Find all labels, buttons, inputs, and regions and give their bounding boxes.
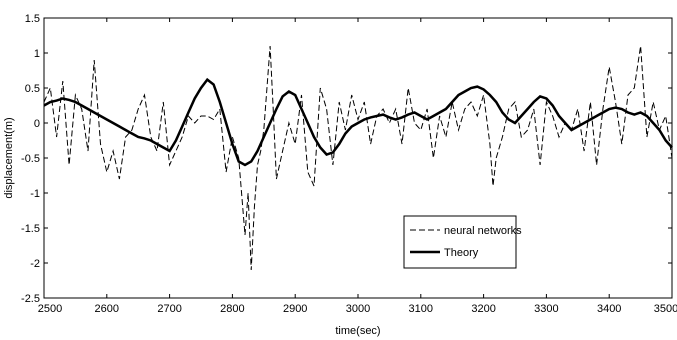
y-tick-label: 1.5 — [25, 13, 40, 25]
y-tick-label: -1 — [30, 188, 40, 200]
x-tick-label: 2800 — [220, 303, 244, 315]
x-axis-label: time(sec) — [335, 325, 380, 337]
x-tick-label: 3000 — [346, 303, 370, 315]
x-tick-label: 3100 — [409, 303, 433, 315]
x-tick-label: 2900 — [283, 303, 307, 315]
y-tick-label: -2.5 — [21, 293, 40, 305]
x-tick-label: 2500 — [38, 303, 62, 315]
x-tick-label: 3200 — [471, 303, 495, 315]
y-tick-label: -2 — [30, 258, 40, 270]
series-line-theory — [43, 77, 673, 167]
legend: neural networks Theory — [403, 215, 522, 269]
y-tick-label: -1.5 — [21, 223, 40, 235]
x-tick-label: 3500 — [654, 303, 677, 315]
tick-group: 2500 2600 2700 2800 2900 3000 3100 3200 3300 3400… — [21, 13, 677, 315]
x-tick-label: 3400 — [597, 303, 621, 315]
plot-area — [43, 17, 673, 299]
x-tick-label: 2600 — [95, 303, 119, 315]
series-group — [43, 45, 673, 271]
series-line-neural-networks — [43, 45, 673, 271]
x-tick-label: 3300 — [534, 303, 558, 315]
y-tick-label: -0.5 — [21, 153, 40, 165]
legend-box — [403, 215, 517, 269]
legend-label-neural-networks: neural networks — [444, 225, 522, 237]
y-tick-label: 0.5 — [25, 83, 40, 95]
legend-label-theory: Theory — [444, 247, 479, 259]
y-tick-label: 1 — [34, 48, 40, 60]
y-axis-label: displacement(m) — [3, 117, 15, 198]
x-tick-label: 2700 — [157, 303, 181, 315]
y-tick-label: 0 — [34, 118, 40, 130]
